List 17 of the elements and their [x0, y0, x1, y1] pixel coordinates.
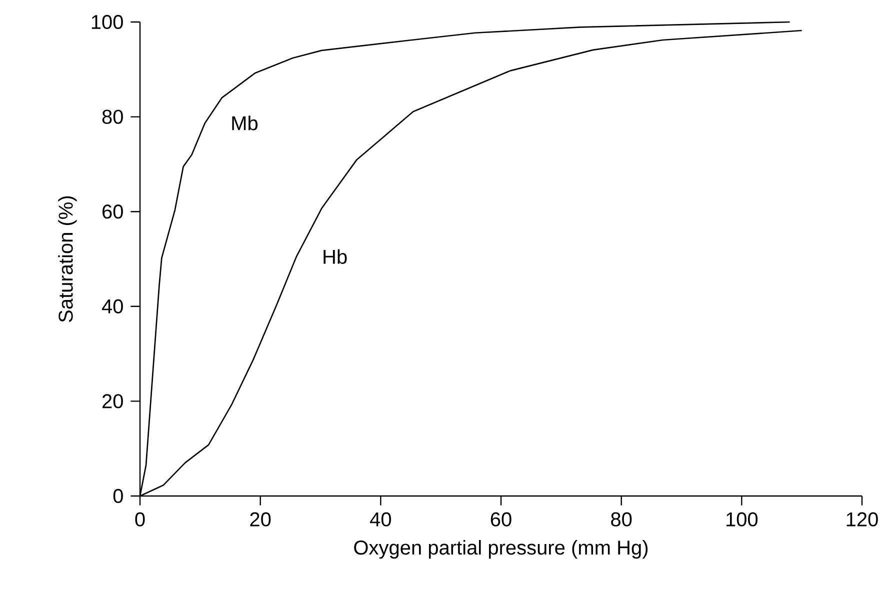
y-tick-label: 20 — [102, 394, 123, 408]
y-tick-label: 60 — [102, 204, 123, 219]
x-axis-title: Oxygen partial pressure (mm Hg) — [354, 540, 648, 559]
x-tick-label: 0 — [135, 512, 145, 526]
x-tick-label: 120 — [846, 512, 878, 526]
y-axis-title: Saturation (%) — [58, 196, 77, 322]
y-tick-label: 0 — [113, 488, 123, 504]
x-tick-label: 20 — [250, 512, 271, 526]
y-tick-label: 80 — [102, 110, 123, 124]
x-tick-label: 100 — [726, 512, 758, 526]
x-tick-label: 60 — [490, 512, 512, 526]
y-tick-label: 100 — [92, 14, 123, 30]
series-label: Mb — [232, 116, 258, 130]
x-tick-label: 80 — [611, 512, 632, 526]
y-tick-label: 40 — [102, 299, 123, 314]
series-label: Hb — [324, 249, 347, 264]
x-tick-label: 40 — [370, 512, 391, 526]
